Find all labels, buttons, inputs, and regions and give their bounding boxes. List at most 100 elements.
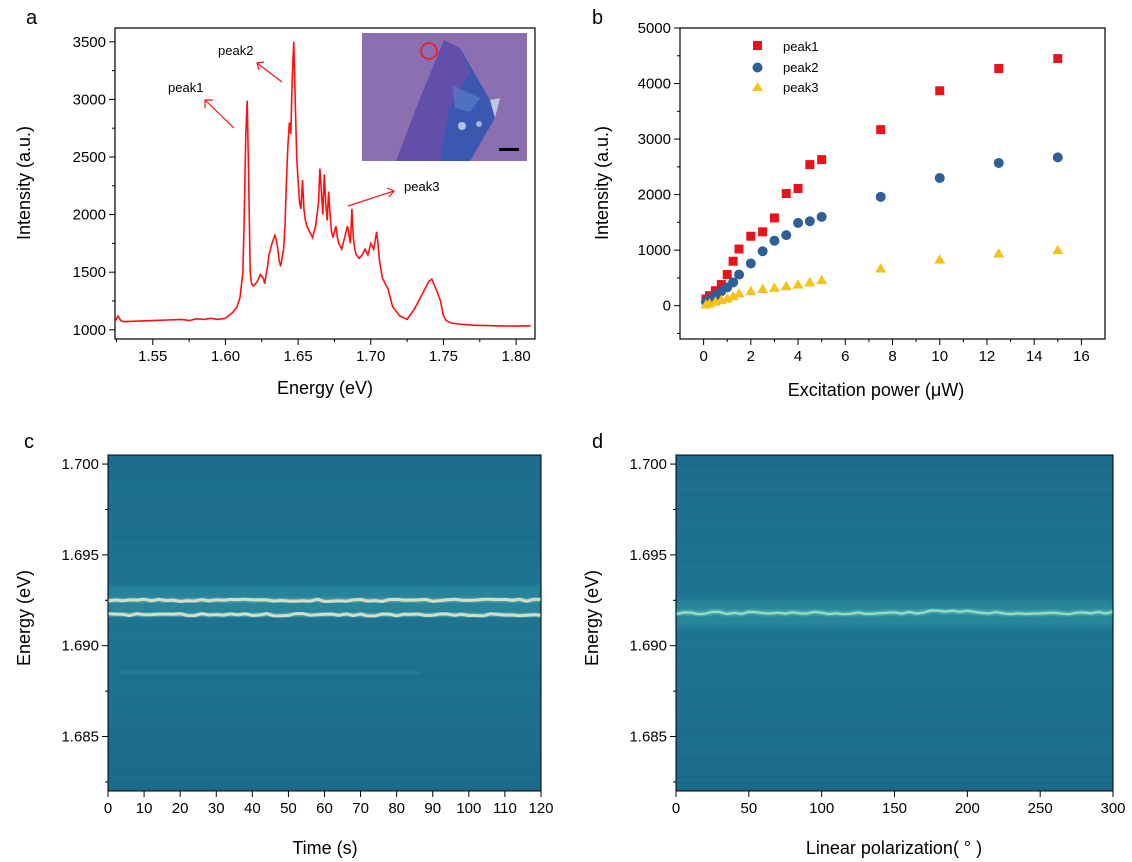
heatmap-texture: [108, 719, 541, 721]
point-peak2: [804, 216, 815, 227]
heatmap-texture: [108, 557, 541, 559]
panel-letter-d: d: [592, 431, 603, 453]
heatmap-texture: [108, 578, 541, 580]
point-peak1: [1053, 54, 1063, 64]
heatmap-texture: [108, 746, 541, 748]
point-peak1: [994, 64, 1004, 74]
x-tick-label: 8: [888, 348, 896, 365]
heatmap-texture: [108, 731, 541, 733]
y-tick-label: 1.700: [61, 456, 99, 473]
arrow-peak1: [204, 99, 235, 129]
x-tick-label: 1.65: [284, 348, 313, 365]
point-peak1: [935, 86, 945, 96]
x-tick-label: 60: [316, 800, 333, 817]
heatmap-texture: [108, 518, 541, 520]
x-tick-label: 10: [136, 800, 153, 817]
emission-line: [107, 597, 542, 604]
heatmap-texture: [108, 638, 541, 640]
heatmap-texture: [108, 668, 541, 670]
y-tick-label: 3000: [73, 91, 106, 108]
heatmap-texture: [676, 488, 1113, 490]
y-tick-label: 1500: [73, 264, 106, 281]
heatmap-texture: [108, 764, 541, 766]
heatmap-texture: [108, 470, 541, 472]
heatmap-texture: [108, 644, 541, 646]
heatmap-texture: [676, 728, 1113, 730]
heatmap-texture: [676, 782, 1113, 784]
heatmap-texture: [676, 650, 1113, 652]
y-tick-label: 1.685: [61, 729, 99, 746]
heatmap-texture: [108, 491, 541, 493]
point-peak3: [875, 262, 887, 273]
point-peak3: [993, 247, 1005, 258]
heatmap-texture: [676, 569, 1113, 571]
heatmap-texture: [108, 677, 541, 679]
x-tick-label: 0: [699, 348, 707, 365]
heatmap-texture: [108, 485, 541, 487]
x-tick-label: 1.75: [429, 348, 458, 365]
heatmap-texture: [676, 464, 1113, 466]
heatmap-texture: [676, 629, 1113, 631]
heatmap-texture: [676, 548, 1113, 550]
x-tick-label: 20: [172, 800, 189, 817]
panel-a-frame: [114, 27, 536, 340]
heatmap-texture: [676, 509, 1113, 511]
heatmap-texture: [676, 575, 1113, 577]
heatmap-texture: [676, 560, 1113, 562]
point-peak1: [734, 244, 744, 254]
heatmap-texture: [108, 539, 541, 541]
heatmap-c-background: [108, 455, 541, 791]
heatmap-texture: [676, 542, 1113, 544]
panel-b-ylabel: Intensity (a.u.): [592, 126, 612, 240]
heatmap-texture: [108, 575, 541, 577]
heatmap-texture: [108, 533, 541, 535]
heatmap-texture: [108, 662, 541, 664]
heatmap-texture: [676, 671, 1113, 673]
heatmap-texture: [676, 503, 1113, 505]
heatmap-texture: [108, 560, 541, 562]
heatmap-texture: [676, 485, 1113, 487]
heatmap-texture: [108, 659, 541, 661]
heatmap-texture: [108, 497, 541, 499]
x-tick-label: 50: [280, 800, 297, 817]
point-peak3: [768, 282, 780, 292]
x-tick-label: 250: [1028, 800, 1053, 817]
point-peak2: [769, 235, 780, 246]
panel-b-frame: [679, 27, 1106, 340]
heatmap-texture: [676, 557, 1113, 559]
point-peak1: [817, 155, 827, 165]
heatmap-texture: [676, 644, 1113, 646]
heatmap-texture: [108, 695, 541, 697]
heatmap-texture: [676, 752, 1113, 754]
heatmap-texture: [676, 512, 1113, 514]
arrowhead-peak2: [256, 61, 265, 71]
heatmap-texture: [108, 515, 541, 517]
point-peak2: [816, 211, 827, 222]
heatmap-texture: [108, 737, 541, 739]
heatmap-texture: [676, 689, 1113, 691]
heatmap-texture: [676, 767, 1113, 769]
heatmap-texture: [108, 701, 541, 703]
heatmap-texture: [108, 494, 541, 496]
heatmap-texture: [676, 632, 1113, 634]
point-peak2: [745, 258, 756, 269]
heatmap-texture: [108, 656, 541, 658]
heatmap-texture: [108, 785, 541, 787]
heatmap-texture: [676, 719, 1113, 721]
inset-red-circle: [420, 42, 438, 60]
spectrum-line: [114, 41, 531, 327]
heatmap-texture: [676, 533, 1113, 535]
heatmap-texture: [108, 632, 541, 634]
heatmap-texture: [108, 458, 541, 460]
heatmap-texture: [108, 788, 541, 790]
x-tick-label: 90: [424, 800, 441, 817]
x-tick-label: 110: [493, 800, 517, 817]
heatmap-texture: [676, 725, 1113, 727]
heatmap-texture: [676, 707, 1113, 709]
panel-letter-b: b: [592, 7, 603, 29]
heatmap-texture: [676, 674, 1113, 676]
heatmap-texture: [108, 623, 541, 625]
scale-bar: [499, 148, 519, 151]
heatmap-texture: [108, 581, 541, 583]
heatmap-texture: [676, 776, 1113, 778]
